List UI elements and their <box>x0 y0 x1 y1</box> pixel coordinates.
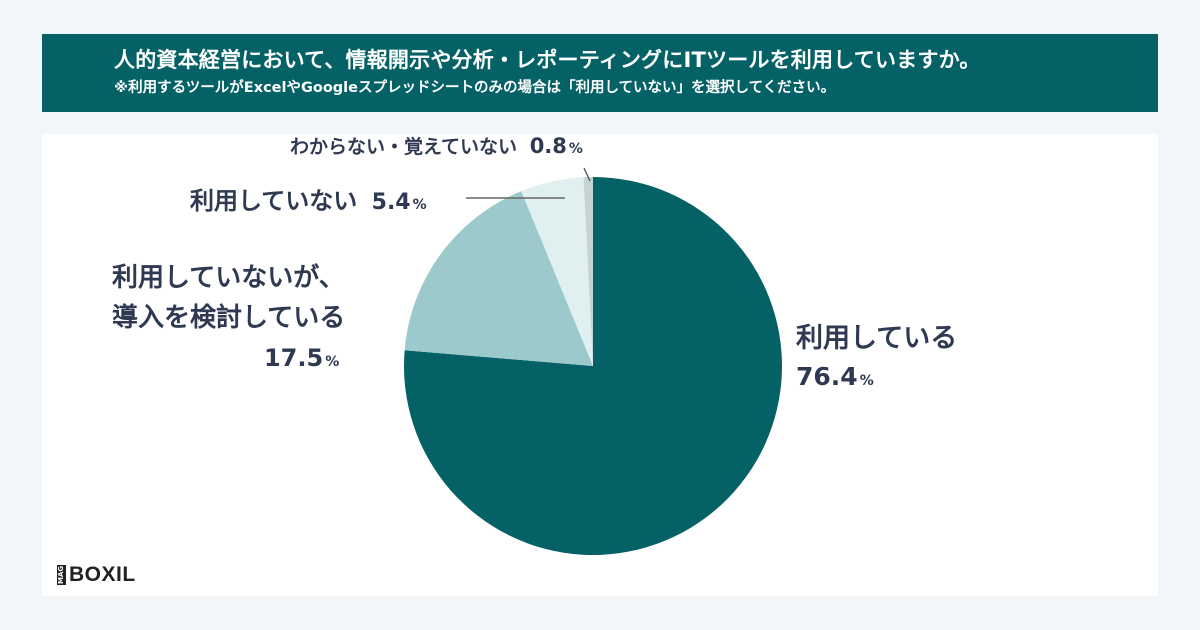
brand-name: BOXIL <box>69 563 136 586</box>
label-considering: 利用していないが、 導入を検討している 17.5% <box>112 263 346 372</box>
chart-title: 人的資本経営において、情報開示や分析・レポーティングにITツールを利用しています… <box>114 48 981 72</box>
boxil-logo: MAG BOXIL <box>57 563 136 587</box>
leader-line-unknown <box>583 167 591 182</box>
mag-badge: MAG <box>57 565 66 585</box>
slice-unknown <box>583 177 593 366</box>
slice-considering <box>404 191 593 366</box>
label-not-using: 利用していない 5.4% <box>190 187 427 215</box>
label-using: 利用している 76.4% <box>796 323 958 391</box>
chart-subtitle: ※利用するツールがExcelやGoogleスプレッドシートのみの場合は「利用して… <box>114 80 836 96</box>
chart-header: 人的資本経営において、情報開示や分析・レポーティングにITツールを利用しています… <box>42 34 1158 112</box>
label-unknown: わからない・覚えていない 0.8% <box>290 134 583 158</box>
slice-not-using <box>521 177 593 366</box>
